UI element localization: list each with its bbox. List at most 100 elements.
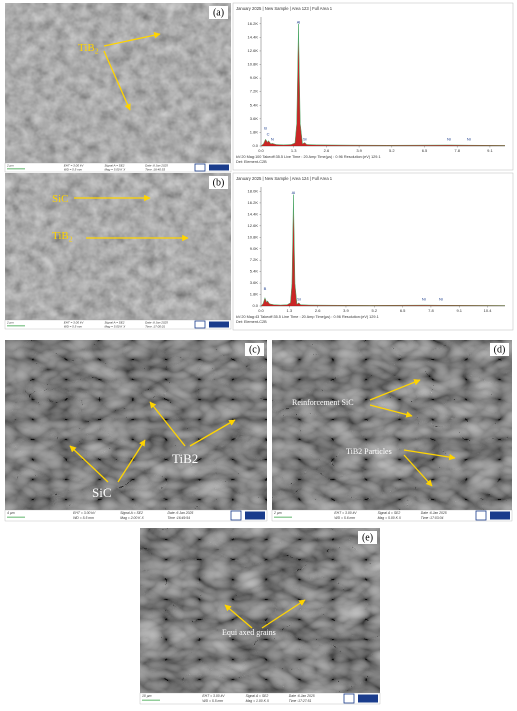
sem-panel: 2 µmEHT = 3.00 kVWD = 5.5 mmSignal A = S…: [5, 173, 231, 329]
spectrum-frame: [233, 173, 513, 330]
info-text: Time :17:00:01: [145, 324, 165, 328]
annotation-text: Reinforcement SiC: [292, 398, 354, 407]
spectrum: January 2025 | New Sample | Area 124 | F…: [233, 173, 513, 330]
panel-letter: (d): [494, 344, 506, 355]
y-tick-label: 12.6K: [248, 223, 259, 228]
spectrum-footer: kV:20 Mag:43 Takeoff:35.5 Line Time : 20…: [236, 315, 379, 319]
panel-letter: (a): [213, 7, 224, 18]
x-tick-label: 0.0: [258, 148, 264, 153]
y-tick-label: 16.2K: [248, 200, 259, 205]
info-text: Mag = 5.00 K X: [104, 167, 126, 171]
peak-label: B: [264, 126, 267, 131]
logo: [245, 512, 265, 520]
x-tick-label: 9.1: [487, 148, 493, 153]
spectrum-title: January 2025 | New Sample | Area 123 | F…: [236, 6, 333, 11]
info-text: Signal A = SE2: [246, 694, 269, 698]
annotation: Equi axed grains: [222, 628, 276, 637]
info-text: Time :16:49:54: [167, 516, 190, 520]
peak-label: Ni: [467, 136, 471, 141]
info-text: Time :17:03:04: [421, 516, 444, 520]
x-tick-label: 6.5: [400, 308, 406, 313]
logo: [209, 165, 229, 171]
annotation-text: TiB: [78, 42, 95, 54]
peak-label: Ni: [447, 136, 451, 141]
annotation-text: TiB: [52, 230, 69, 242]
logo: [209, 322, 229, 328]
info-text: 4 µm: [7, 511, 15, 515]
logo: [231, 511, 241, 520]
annotation-text: SiC: [52, 193, 69, 205]
info-text: Date :6 Jan 2025: [289, 694, 315, 698]
peak-label: Al: [292, 190, 296, 195]
x-tick-label: 3.9: [343, 308, 349, 313]
sem-texture: [140, 528, 380, 693]
x-tick-label: 5.2: [389, 148, 395, 153]
annotation-text: SiC: [92, 485, 112, 500]
info-text: Mag = 2.00 K X: [120, 516, 144, 520]
annotation: SiC: [92, 485, 112, 500]
info-text: EHT = 3.00 kV: [73, 511, 96, 515]
x-tick-label: 2.6: [315, 308, 321, 313]
y-tick-label: 16.2K: [248, 21, 259, 26]
info-text: Mag = 1.00 K X: [246, 699, 270, 703]
y-tick-label: 9.0K: [250, 75, 259, 80]
peak-label: Al: [297, 19, 301, 24]
info-text: Mag = 5.00 K X: [104, 324, 126, 328]
y-tick-label: 10.8K: [248, 62, 259, 67]
info-text: 10 µm: [142, 694, 152, 698]
info-text: WD = 5.5 mm: [64, 167, 83, 171]
logo: [476, 511, 486, 520]
annotation-text: TiB2 Particles: [346, 447, 392, 456]
info-text: Date :6 Jan 2025: [421, 511, 447, 515]
info-text: Mag = 5.00 K X: [378, 516, 402, 520]
x-tick-label: 5.2: [372, 308, 378, 313]
peak-label: B: [264, 286, 267, 291]
y-tick-label: 7.2K: [250, 257, 259, 262]
sem-texture: [5, 340, 267, 510]
y-tick-label: 14.4K: [248, 34, 259, 39]
y-tick-label: 5.4K: [250, 269, 259, 274]
figure: 2 µmEHT = 3.00 kVWD = 5.5 mmSignal A = S…: [0, 0, 517, 711]
info-text: WD = 5.5 mm: [64, 324, 83, 328]
info-text: 2 µm: [6, 320, 14, 324]
info-text: 2 µm: [6, 163, 14, 167]
y-tick-label: 5.4K: [250, 102, 259, 107]
annotation-subscript: 2: [95, 46, 99, 55]
annotation-text: TiB2: [172, 451, 198, 466]
panel-letter: (e): [362, 532, 373, 543]
annotation: Reinforcement SiC: [292, 398, 354, 407]
x-tick-label: 1.3: [287, 308, 293, 313]
peak-label: N: [271, 136, 274, 141]
y-tick-label: 12.6K: [248, 48, 259, 53]
annotation: TiB2: [172, 451, 198, 466]
peak-label: Ni: [422, 297, 426, 302]
logo: [195, 321, 205, 328]
info-text: 2 µm: [273, 511, 282, 515]
spectrum-footer: Det: Element-C2B: [236, 320, 267, 324]
spectrum: January 2025 | New Sample | Area 123 | F…: [233, 3, 513, 170]
info-text: EHT = 3.00 kV: [202, 694, 225, 698]
annotation: TiB2 Particles: [346, 447, 392, 456]
x-tick-label: 2.6: [324, 148, 330, 153]
y-tick-label: 3.6K: [250, 280, 259, 285]
spectrum-footer: kV:20 Mag:100 Takeoff:35.5 Live Time : 2…: [236, 155, 381, 159]
x-tick-label: 10.4: [484, 308, 493, 313]
x-tick-label: 7.8: [454, 148, 460, 153]
peak-label: Si: [303, 136, 307, 141]
logo: [490, 512, 510, 520]
info-text: WD = 5.5 mm: [73, 516, 94, 520]
spectrum-title: January 2025 | New Sample | Area 124 | F…: [236, 176, 333, 181]
annotation-text: Equi axed grains: [222, 628, 276, 637]
panel-letter: (b): [213, 177, 225, 188]
x-tick-label: 3.9: [356, 148, 362, 153]
info-text: WD = 5.5 mm: [202, 699, 223, 703]
info-text: EHT = 3.00 kV: [334, 511, 357, 515]
y-tick-label: 9.0K: [250, 246, 259, 251]
info-text: Time :17:27:51: [289, 699, 312, 703]
y-tick-label: 18.0K: [248, 189, 259, 194]
y-tick-label: 3.6K: [250, 116, 259, 121]
info-text: Time :16:40:53: [145, 167, 165, 171]
